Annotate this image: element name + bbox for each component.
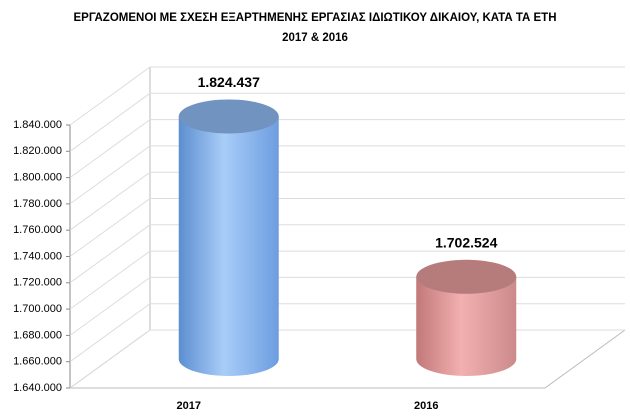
y-tick-label: 1.740.000 [13,250,62,262]
y-tick-label: 1.800.000 [13,172,62,184]
y-tick-label: 1.720.000 [13,277,62,289]
grid-line [69,66,625,126]
grid-line [69,119,625,179]
y-tick-label: 1.700.000 [13,303,62,315]
chart-subtitle: 2017 & 2016 [282,32,348,44]
cylinder-top [416,259,517,294]
y-tick-label: 1.840.000 [13,119,62,131]
y-tick-label: 1.780.000 [13,198,62,210]
grid-line [69,198,625,257]
cylinder [178,116,279,377]
grid-line [69,145,625,205]
cylinder-top [178,99,279,134]
floor [69,329,626,389]
plot-walls [69,66,626,389]
grid-line [69,250,625,310]
grid-line [69,329,625,389]
value-label: 1.824.437 [198,74,260,90]
grid-line [69,171,625,231]
grid-line [69,224,625,284]
y-tick-label: 1.660.000 [13,356,62,368]
cylinder [416,276,517,376]
x-tick-label: 2016 [414,400,438,412]
y-tick-label: 1.640.000 [13,382,62,394]
value-label: 1.702.524 [435,234,497,250]
grid-line [69,276,625,336]
chart-title: ΕΡΓΑΖΟΜΕΝΟΙ ΜΕ ΣΧΕΣΗ ΕΞΑΡΤΗΜΕΝΗΣ ΕΡΓΑΣΙΑ… [73,12,556,24]
y-tick-label: 1.680.000 [13,329,62,341]
x-tick-label: 2017 [177,400,201,412]
y-tick-label: 1.760.000 [13,224,62,236]
y-tick-label: 1.820.000 [13,145,62,157]
grid-line [69,92,625,152]
grid-line [69,303,625,363]
